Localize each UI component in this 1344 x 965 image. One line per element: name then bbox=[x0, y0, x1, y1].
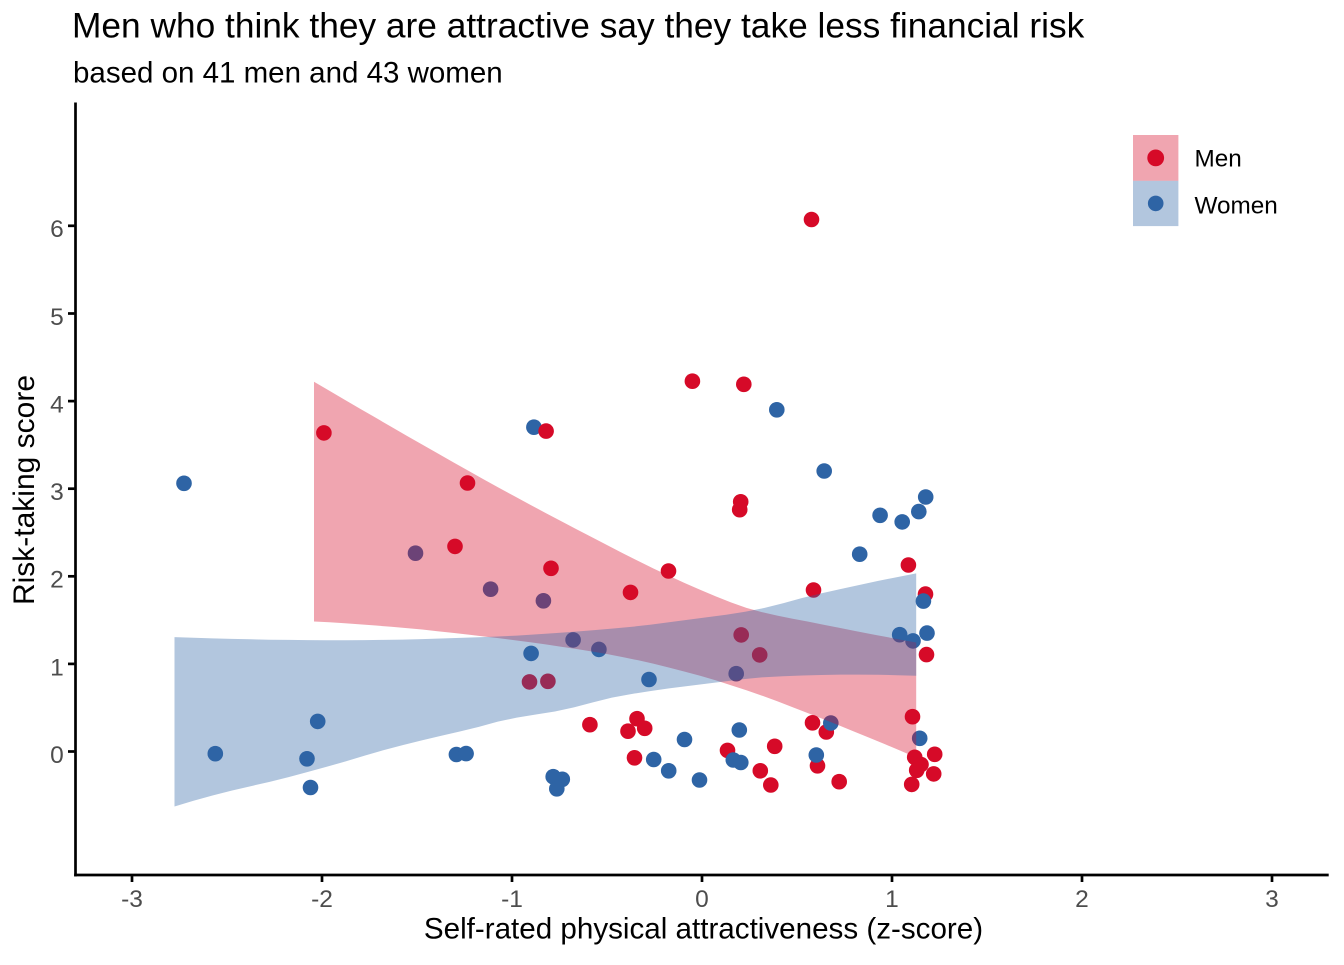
svg-text:5: 5 bbox=[50, 304, 64, 331]
svg-text:2: 2 bbox=[50, 567, 64, 594]
svg-text:Self-rated physical attractive: Self-rated physical attractiveness (z-sc… bbox=[424, 913, 983, 946]
svg-text:3: 3 bbox=[50, 479, 64, 506]
svg-text:based on 41 men and 43 women: based on 41 men and 43 women bbox=[73, 57, 503, 90]
svg-text:-3: -3 bbox=[121, 886, 143, 913]
svg-text:Men: Men bbox=[1195, 146, 1242, 173]
svg-text:4: 4 bbox=[50, 392, 64, 419]
svg-text:Risk-taking score: Risk-taking score bbox=[8, 375, 41, 605]
svg-text:0: 0 bbox=[695, 886, 709, 913]
svg-text:Women: Women bbox=[1195, 192, 1278, 219]
svg-text:-1: -1 bbox=[501, 886, 523, 913]
svg-text:0: 0 bbox=[50, 742, 64, 769]
svg-text:6: 6 bbox=[50, 216, 64, 243]
svg-text:2: 2 bbox=[1075, 886, 1089, 913]
svg-text:Men who think they are attract: Men who think they are attractive say th… bbox=[72, 7, 1085, 46]
svg-text:3: 3 bbox=[1265, 886, 1279, 913]
svg-text:-2: -2 bbox=[311, 886, 333, 913]
svg-text:1: 1 bbox=[885, 886, 899, 913]
svg-text:1: 1 bbox=[50, 654, 64, 681]
